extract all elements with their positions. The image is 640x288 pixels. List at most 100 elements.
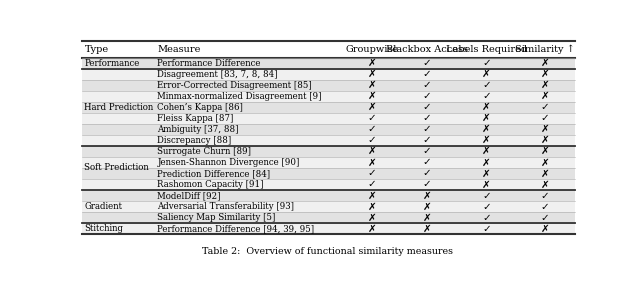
Text: ✗: ✗ (368, 102, 376, 112)
Text: ✓: ✓ (423, 179, 431, 190)
Bar (83, 157, 575, 168)
Text: Error-Corrected Disagreement [85]: Error-Corrected Disagreement [85] (157, 81, 312, 90)
Text: Labels Required: Labels Required (446, 45, 527, 54)
Bar (83, 135, 575, 146)
Text: Performance Difference [94, 39, 95]: Performance Difference [94, 39, 95] (157, 224, 314, 233)
Bar (83, 168, 575, 179)
Text: ✗: ✗ (482, 179, 491, 190)
Text: ✗: ✗ (482, 146, 491, 156)
Text: ✗: ✗ (541, 135, 549, 145)
Text: ✓: ✓ (423, 102, 431, 112)
Text: ✓: ✓ (482, 223, 491, 234)
Text: ✓: ✓ (541, 102, 549, 112)
Text: ✗: ✗ (368, 213, 376, 223)
Bar (83, 124, 575, 135)
Text: ✓: ✓ (423, 124, 431, 134)
Bar (83, 179, 575, 190)
Bar (83, 91, 575, 102)
Text: ✗: ✗ (423, 213, 431, 223)
Text: Saliency Map Similarity [5]: Saliency Map Similarity [5] (157, 213, 276, 222)
Text: ✗: ✗ (368, 202, 376, 212)
Text: Jensen-Shannon Divergence [90]: Jensen-Shannon Divergence [90] (157, 158, 300, 167)
Bar (83, 201, 575, 212)
Text: ✗: ✗ (541, 124, 549, 134)
Text: Performance Difference: Performance Difference (157, 59, 261, 68)
Text: ✓: ✓ (368, 168, 376, 179)
Text: Gradient: Gradient (84, 202, 122, 211)
Text: Type: Type (84, 45, 109, 54)
Text: Groupwise: Groupwise (346, 45, 399, 54)
Text: ✓: ✓ (541, 113, 549, 123)
Text: ✓: ✓ (368, 179, 376, 190)
Text: Measure: Measure (157, 45, 201, 54)
Text: Performance: Performance (84, 59, 140, 68)
Bar (83, 190, 575, 201)
Text: ✓: ✓ (368, 113, 376, 123)
Text: Similarity ↑: Similarity ↑ (515, 45, 575, 54)
Text: ✓: ✓ (368, 124, 376, 134)
Text: ✓: ✓ (482, 80, 491, 90)
Text: ✓: ✓ (423, 158, 431, 167)
Bar (83, 58, 575, 69)
Text: Stitching: Stitching (84, 224, 124, 233)
Text: Hard Prediction: Hard Prediction (84, 103, 154, 112)
Bar (83, 223, 575, 234)
Text: ✗: ✗ (368, 80, 376, 90)
Text: ✓: ✓ (541, 191, 549, 200)
Text: ✗: ✗ (368, 69, 376, 79)
Text: ✗: ✗ (482, 124, 491, 134)
Text: ✓: ✓ (423, 58, 431, 68)
Text: ✗: ✗ (423, 191, 431, 200)
Text: ✗: ✗ (368, 191, 376, 200)
Text: ✓: ✓ (482, 91, 491, 101)
Text: ✗: ✗ (368, 146, 376, 156)
Bar (83, 113, 575, 124)
Text: ✗: ✗ (541, 69, 549, 79)
Text: ✓: ✓ (541, 202, 549, 212)
Text: ✗: ✗ (541, 58, 549, 68)
Bar (83, 146, 575, 157)
Text: ✗: ✗ (368, 223, 376, 234)
Text: ✗: ✗ (423, 202, 431, 212)
Text: ✓: ✓ (423, 135, 431, 145)
Text: ✗: ✗ (482, 113, 491, 123)
Text: ✓: ✓ (368, 135, 376, 145)
Text: ✓: ✓ (423, 91, 431, 101)
Text: ✗: ✗ (368, 158, 376, 167)
Text: Cohen’s Kappa [86]: Cohen’s Kappa [86] (157, 103, 243, 112)
Text: Adversarial Transferability [93]: Adversarial Transferability [93] (157, 202, 294, 211)
Text: ✗: ✗ (368, 58, 376, 68)
Text: Ambiguity [37, 88]: Ambiguity [37, 88] (157, 125, 239, 134)
Text: ✗: ✗ (541, 158, 549, 167)
Bar (83, 69, 575, 80)
Text: Table 2:  Overview of functional similarity measures: Table 2: Overview of functional similari… (202, 247, 454, 256)
Text: Prediction Difference [84]: Prediction Difference [84] (157, 169, 271, 178)
Text: ✓: ✓ (423, 146, 431, 156)
Text: ✓: ✓ (482, 202, 491, 212)
Bar (83, 102, 575, 113)
Text: ✓: ✓ (423, 80, 431, 90)
Bar (83, 80, 575, 91)
Text: ✓: ✓ (482, 213, 491, 223)
Text: ✓: ✓ (482, 191, 491, 200)
Text: ✓: ✓ (423, 69, 431, 79)
Text: Minmax-normalized Disagreement [9]: Minmax-normalized Disagreement [9] (157, 92, 322, 101)
Text: ✗: ✗ (541, 146, 549, 156)
Text: ✗: ✗ (541, 168, 549, 179)
Text: Discrepancy [88]: Discrepancy [88] (157, 136, 232, 145)
Text: ModelDiff [92]: ModelDiff [92] (157, 191, 221, 200)
Text: Surrogate Churn [89]: Surrogate Churn [89] (157, 147, 252, 156)
Text: ✗: ✗ (482, 135, 491, 145)
Text: ✗: ✗ (541, 223, 549, 234)
Text: ✗: ✗ (482, 69, 491, 79)
Text: ✓: ✓ (423, 113, 431, 123)
Text: ✗: ✗ (541, 91, 549, 101)
Text: Fleiss Kappa [87]: Fleiss Kappa [87] (157, 114, 234, 123)
Text: ✗: ✗ (541, 179, 549, 190)
Text: ✗: ✗ (423, 223, 431, 234)
Text: ✗: ✗ (482, 158, 491, 167)
Text: ✗: ✗ (541, 80, 549, 90)
Text: Rashomon Capacity [91]: Rashomon Capacity [91] (157, 180, 264, 189)
Text: ✓: ✓ (541, 213, 549, 223)
Bar (83, 41, 575, 58)
